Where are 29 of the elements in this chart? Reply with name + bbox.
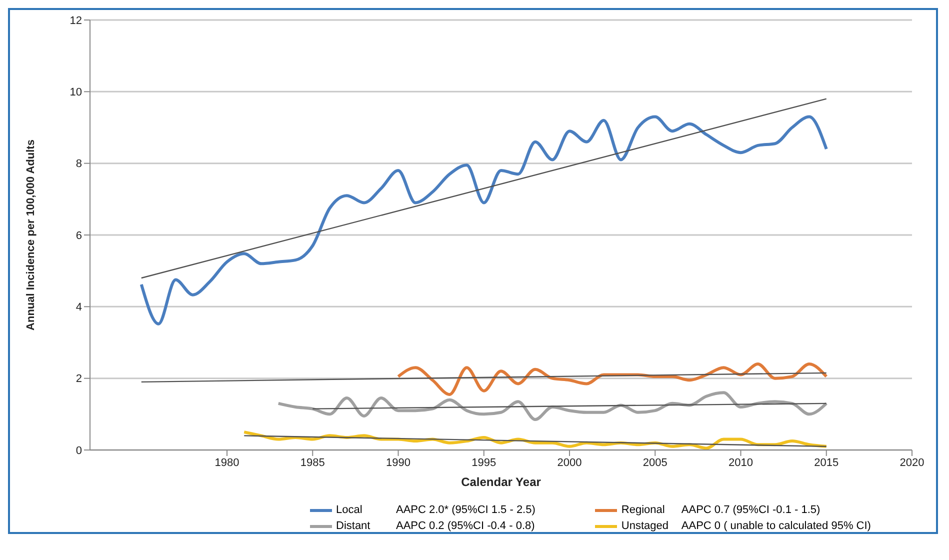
x-tick-label: 1980 (214, 456, 240, 469)
text: AAPC 0 ( unable to calculated 95% CI) (681, 520, 871, 532)
x-axis-title: Calendar Year (461, 475, 542, 489)
x-tick-label: 2020 (900, 456, 924, 469)
x-tick-label: 2015 (814, 456, 839, 469)
y-tick-label: 4 (76, 302, 82, 314)
y-tick-label: 2 (76, 373, 82, 386)
y-tick-label: 12 (70, 14, 82, 27)
y-tick-label: 8 (76, 158, 82, 170)
x-tick-label: 1985 (300, 456, 325, 469)
line-series (140, 115, 828, 326)
text: AAPC 0.2 (95%CI -0.4 - 0.8) (396, 520, 535, 532)
line-series (276, 391, 828, 422)
y-tick-label: 0 (76, 444, 82, 457)
legend-label: Distant (336, 520, 372, 532)
x-tick-label: 1995 (472, 456, 496, 469)
legend-label: Unstaged (621, 520, 670, 532)
text: AAPC 2.0* (95%CI 1.5 - 2.5) (396, 504, 536, 516)
legend-label: Local (336, 504, 364, 516)
y-tick-label: 10 (70, 86, 82, 99)
x-tick-label: 2000 (557, 456, 582, 469)
x-tick-label: 1990 (386, 456, 410, 469)
line-series (396, 362, 828, 396)
text: AAPC 0.7 (95%CI -0.1 - 1.5) (681, 504, 820, 516)
legend-label: Regional (621, 504, 666, 516)
x-tick-label: 2010 (728, 456, 753, 469)
y-tick-label: 6 (76, 230, 82, 242)
x-tick-label: 2005 (642, 456, 668, 469)
y-axis-title: Annual Incidence per 100,000 Adults (24, 140, 37, 330)
